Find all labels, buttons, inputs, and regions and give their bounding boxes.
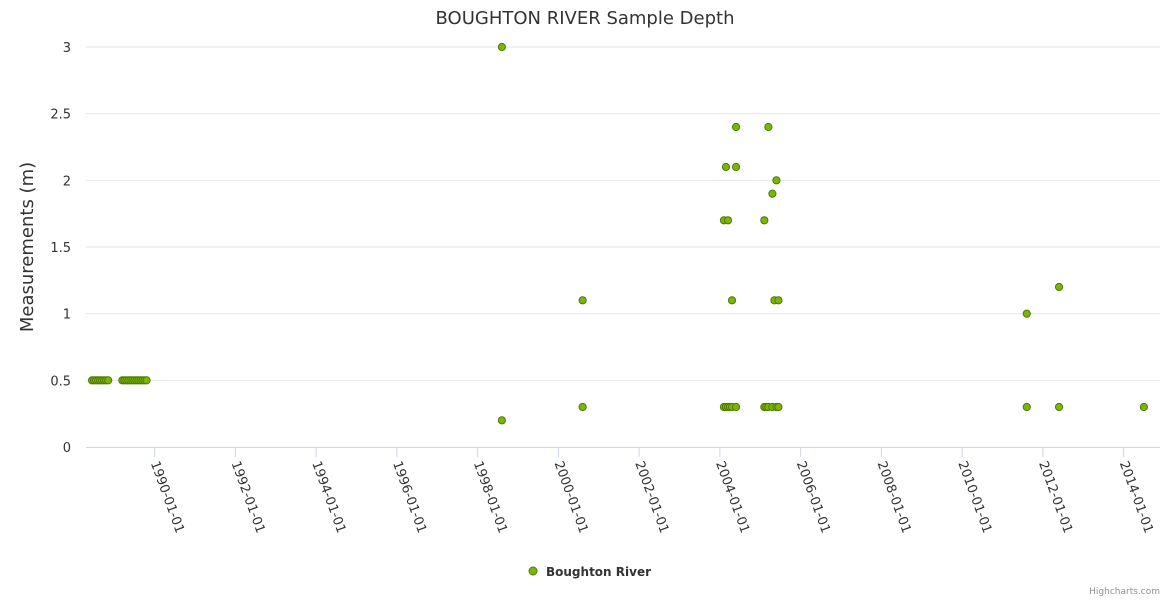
data-point[interactable] (142, 376, 151, 385)
data-point[interactable] (768, 189, 777, 198)
data-point[interactable] (1022, 402, 1031, 412)
y-tick-label: 2.5 (50, 108, 71, 123)
data-point[interactable] (723, 216, 733, 225)
data-point[interactable] (731, 122, 741, 132)
data-points (87, 42, 1148, 425)
y-tick-label: 3 (63, 41, 71, 56)
data-point[interactable] (497, 416, 506, 425)
y-tick-label: 2 (63, 174, 71, 189)
legend-item-boughton-river[interactable]: Boughton River (546, 565, 651, 579)
y-tick-label: 0.5 (50, 374, 71, 389)
data-point[interactable] (774, 296, 783, 305)
y-tick-label: 1.5 (50, 241, 71, 256)
data-point[interactable] (1054, 282, 1064, 292)
data-point[interactable] (1139, 402, 1148, 412)
data-point[interactable] (1022, 309, 1031, 318)
data-point[interactable] (721, 162, 731, 172)
data-point[interactable] (774, 402, 783, 412)
data-point[interactable] (731, 162, 741, 172)
data-point[interactable] (764, 122, 773, 132)
data-point[interactable] (578, 402, 587, 412)
legend-marker (528, 566, 538, 576)
data-point[interactable] (578, 296, 587, 305)
y-tick-label: 1 (63, 308, 71, 323)
y-axis-label: Measurements (m) (17, 162, 38, 332)
data-point[interactable] (727, 296, 737, 305)
grid-lines (86, 46, 1160, 381)
credits-link[interactable]: Highcharts.com (1089, 587, 1160, 597)
data-point[interactable] (1054, 402, 1064, 412)
legend[interactable]: Boughton River (528, 565, 651, 579)
data-point[interactable] (760, 216, 769, 225)
y-tick-label: 0 (63, 441, 71, 456)
y-axis-ticks: 0 0.5 1 1.5 2 2.5 3 (50, 41, 71, 456)
data-point[interactable] (497, 42, 506, 52)
data-point[interactable] (104, 376, 113, 385)
data-point[interactable] (731, 402, 741, 412)
chart-title: BOUGHTON RIVER Sample Depth (436, 8, 735, 29)
data-point[interactable] (772, 176, 781, 185)
